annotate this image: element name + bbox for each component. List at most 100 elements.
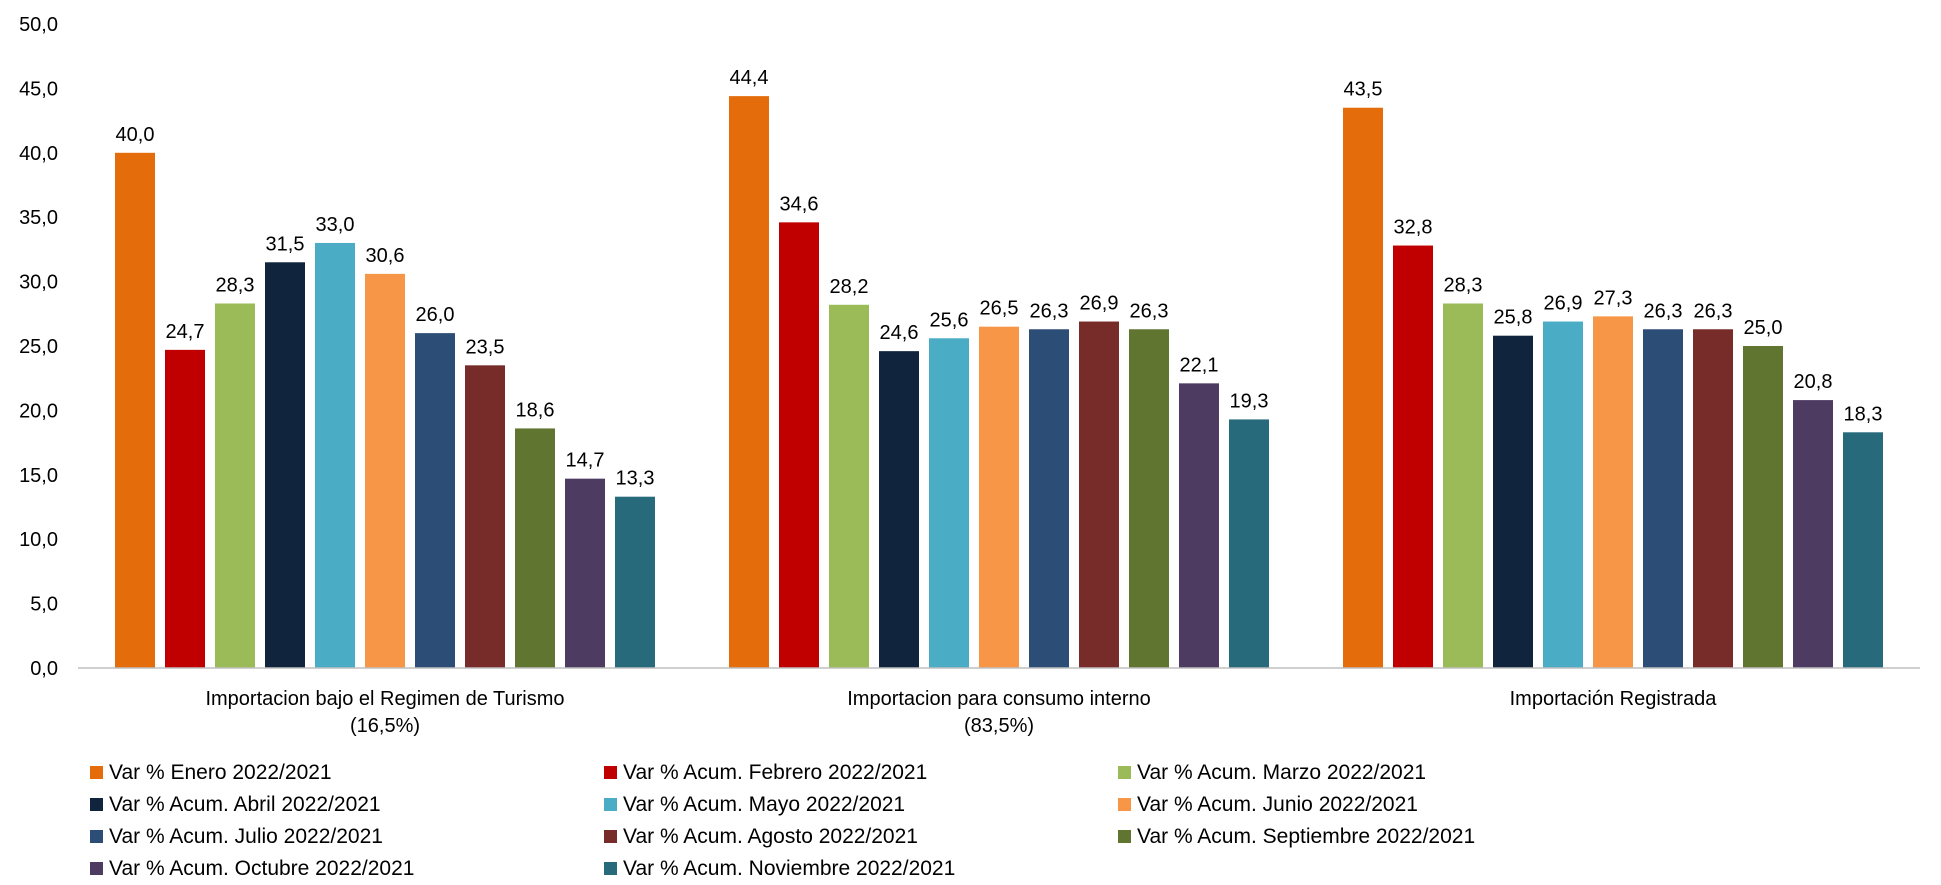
- bar: [929, 338, 969, 668]
- data-label: 18,6: [516, 399, 555, 421]
- bar: [115, 152, 155, 669]
- legend-label: Var % Acum. Junio 2022/2021: [1137, 793, 1418, 816]
- legend-swatch: [1118, 830, 1131, 843]
- data-label: 19,3: [1230, 390, 1269, 412]
- legend: Var % Enero 2022/2021 Var % Acum. Febrero…: [90, 761, 1475, 880]
- data-label: 32,8: [1394, 217, 1433, 239]
- bar: [1393, 245, 1433, 668]
- bar: [1029, 329, 1069, 668]
- bar: [365, 273, 405, 668]
- y-tick-label: 0,0: [30, 658, 58, 680]
- category-labels: Importacion bajo el Regimen de Turismo (1…: [205, 688, 1717, 737]
- data-label: 44,4: [730, 67, 769, 89]
- bar: [415, 333, 455, 668]
- legend-swatch: [1118, 766, 1131, 779]
- data-label: 24,7: [166, 321, 205, 343]
- y-tick-label: 20,0: [19, 400, 58, 422]
- bar: [1493, 335, 1533, 668]
- bar: [1593, 316, 1633, 668]
- category-label: Importacion bajo el Regimen de Turismo: [205, 688, 564, 710]
- y-tick-label: 35,0: [19, 207, 58, 229]
- bar: [215, 303, 255, 668]
- category-label: Importación Registrada: [1510, 688, 1718, 710]
- legend-item: Var % Acum. Septiembre 2022/2021: [1118, 825, 1475, 848]
- bar: [729, 96, 769, 669]
- legend-item: Var % Acum. Julio 2022/2021: [90, 825, 383, 848]
- legend-swatch: [1118, 798, 1131, 811]
- data-label: 26,0: [416, 304, 455, 326]
- legend-swatch: [90, 830, 103, 843]
- y-tick-label: 45,0: [19, 78, 58, 100]
- legend-swatch: [604, 766, 617, 779]
- legend-label: Var % Acum. Mayo 2022/2021: [623, 793, 905, 816]
- bar: [165, 349, 205, 668]
- bar: [1179, 383, 1219, 668]
- legend-swatch: [604, 862, 617, 875]
- data-label: 25,8: [1494, 307, 1533, 329]
- bar: [1643, 329, 1683, 668]
- data-label: 33,0: [316, 214, 355, 236]
- bar: [779, 222, 819, 669]
- bar: [1843, 432, 1883, 668]
- category-label: (83,5%): [964, 715, 1034, 737]
- data-label: 26,9: [1080, 293, 1119, 315]
- legend-label: Var % Acum. Agosto 2022/2021: [623, 825, 918, 848]
- legend-swatch: [90, 766, 103, 779]
- legend-swatch: [90, 862, 103, 875]
- data-label: 20,8: [1794, 371, 1833, 393]
- category-label: (16,5%): [350, 715, 420, 737]
- bar: [1129, 329, 1169, 668]
- bar: [1543, 321, 1583, 668]
- data-label: 40,0: [116, 124, 155, 146]
- data-label: 27,3: [1594, 287, 1633, 309]
- legend-swatch: [90, 798, 103, 811]
- data-label: 28,3: [216, 274, 255, 296]
- legend-label: Var % Acum. Octubre 2022/2021: [109, 857, 414, 880]
- data-label: 34,6: [780, 193, 819, 215]
- y-tick-label: 50,0: [19, 14, 58, 36]
- legend-item: Var % Acum. Junio 2022/2021: [1118, 793, 1418, 816]
- data-label: 23,5: [466, 336, 505, 358]
- legend-item: Var % Acum. Mayo 2022/2021: [604, 793, 905, 816]
- data-label: 26,3: [1694, 300, 1733, 322]
- data-label: 30,6: [366, 245, 405, 267]
- bar: [465, 365, 505, 668]
- legend-item: Var % Acum. Febrero 2022/2021: [604, 761, 927, 784]
- bars: [115, 96, 1883, 669]
- legend-item: Var % Acum. Marzo 2022/2021: [1118, 761, 1426, 784]
- legend-item: Var % Acum. Agosto 2022/2021: [604, 825, 918, 848]
- data-label: 26,3: [1030, 300, 1069, 322]
- legend-label: Var % Acum. Septiembre 2022/2021: [1137, 825, 1475, 848]
- data-label: 13,3: [616, 468, 655, 490]
- y-tick-label: 40,0: [19, 143, 58, 165]
- data-label: 43,5: [1344, 79, 1383, 101]
- y-axis: 0,0 5,0 10,0 15,0 20,0 25,0 30,0 35,0 40,0 45,0 50…: [19, 14, 58, 680]
- y-tick-label: 5,0: [30, 594, 58, 616]
- y-tick-label: 15,0: [19, 465, 58, 487]
- bar: [265, 262, 305, 668]
- legend-label: Var % Enero 2022/2021: [109, 761, 332, 784]
- data-label: 18,3: [1844, 403, 1883, 425]
- bar: [515, 428, 555, 668]
- bar: [615, 496, 655, 668]
- data-label: 22,1: [1180, 354, 1219, 376]
- legend-label: Var % Acum. Marzo 2022/2021: [1137, 761, 1426, 784]
- bar: [1443, 303, 1483, 668]
- data-label: 28,3: [1444, 274, 1483, 296]
- bar: [979, 326, 1019, 668]
- legend-item: Var % Enero 2022/2021: [90, 761, 332, 784]
- legend-label: Var % Acum. Febrero 2022/2021: [623, 761, 927, 784]
- data-label: 25,6: [930, 309, 969, 331]
- data-label: 28,2: [830, 276, 869, 298]
- bar: [1079, 321, 1119, 668]
- legend-label: Var % Acum. Abril 2022/2021: [109, 793, 381, 816]
- legend-label: Var % Acum. Noviembre 2022/2021: [623, 857, 955, 880]
- legend-item: Var % Acum. Noviembre 2022/2021: [604, 857, 955, 880]
- data-label: 31,5: [266, 233, 305, 255]
- data-label: 26,9: [1544, 293, 1583, 315]
- bar: [829, 304, 869, 668]
- bar: [1343, 107, 1383, 669]
- data-label: 24,6: [880, 322, 919, 344]
- legend-item: Var % Acum. Abril 2022/2021: [90, 793, 381, 816]
